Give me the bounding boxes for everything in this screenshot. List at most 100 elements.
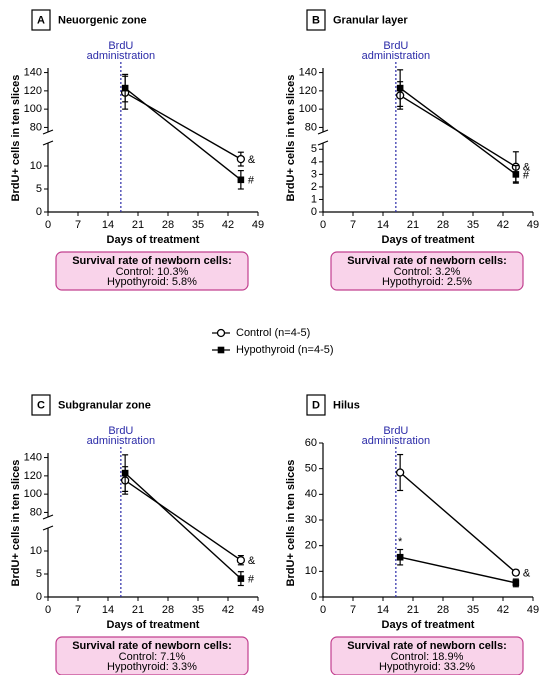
y-tick-label: 1 <box>311 193 317 205</box>
survival-line: Control: 10.3% <box>116 266 189 278</box>
y-tick-label: 0 <box>311 591 317 603</box>
x-tick-label: 0 <box>320 219 326 231</box>
x-tick-label: 42 <box>497 604 509 616</box>
series-line <box>124 87 242 181</box>
series-line <box>399 87 517 175</box>
x-tick-label: 21 <box>132 604 144 616</box>
x-tick-label: 35 <box>192 219 204 231</box>
panel-letter-box <box>31 394 51 416</box>
x-tick-label: 49 <box>252 219 264 231</box>
x-tick-label: 21 <box>132 219 144 231</box>
survival-line: Control: 18.9% <box>391 651 464 663</box>
panel-letter: C <box>37 399 45 411</box>
legend-label: Control (n=4-5) <box>236 327 310 339</box>
x-axis-label: Days of treatment <box>382 619 475 631</box>
survival-box <box>55 251 249 291</box>
y-tick-label: 10 <box>305 565 317 577</box>
significance-label: # <box>523 169 530 181</box>
y-tick-label: 50 <box>305 463 317 475</box>
y-axis-label: BrdU+ cells in ten slices <box>285 75 297 202</box>
y-tick-label: 140 <box>24 451 42 463</box>
annotation: administration <box>362 50 430 62</box>
x-tick-label: 28 <box>437 604 449 616</box>
x-tick-label: 42 <box>222 219 234 231</box>
x-tick-label: 21 <box>407 219 419 231</box>
y-tick-label: 140 <box>299 66 317 78</box>
point <box>512 579 520 587</box>
survival-line: Control: 3.2% <box>394 266 461 278</box>
x-tick-label: 7 <box>350 604 356 616</box>
y-tick-label: 120 <box>299 85 317 97</box>
annotation: administration <box>362 435 430 447</box>
y-tick-label: 120 <box>24 85 42 97</box>
panel-letter-box <box>306 9 326 31</box>
y-tick-label: 30 <box>305 514 317 526</box>
annotation: administration <box>87 50 155 62</box>
significance-label: & <box>523 568 531 580</box>
axis-break <box>317 140 329 146</box>
annotation: administration <box>87 435 155 447</box>
y-tick-label: 3 <box>311 168 317 180</box>
y-tick-label: 20 <box>305 540 317 552</box>
point <box>121 469 129 477</box>
point <box>396 553 404 561</box>
series-line <box>124 472 242 580</box>
y-axis-label: BrdU+ cells in ten slices <box>285 460 297 587</box>
significance-label: & <box>523 162 531 174</box>
y-tick-label: 5 <box>311 143 317 155</box>
significance-label: * <box>398 536 403 548</box>
x-tick-label: 49 <box>252 604 264 616</box>
chart-title: Subgranular zone <box>58 399 151 411</box>
x-tick-label: 42 <box>222 604 234 616</box>
x-tick-label: 42 <box>497 219 509 231</box>
y-tick-label: 100 <box>24 103 42 115</box>
point <box>237 176 245 184</box>
x-tick-label: 14 <box>377 604 389 616</box>
y-tick-label: 80 <box>305 121 317 133</box>
axis-break <box>42 514 54 520</box>
survival-box <box>55 636 249 675</box>
y-tick-label: 5 <box>36 183 42 195</box>
chart-title: Hilus <box>333 399 360 411</box>
x-tick-label: 0 <box>45 604 51 616</box>
x-tick-label: 35 <box>192 604 204 616</box>
point <box>395 468 405 477</box>
x-tick-label: 7 <box>75 604 81 616</box>
x-tick-label: 0 <box>45 219 51 231</box>
y-tick-label: 100 <box>299 103 317 115</box>
point <box>237 575 245 582</box>
x-tick-label: 7 <box>350 219 356 231</box>
survival-title: Survival rate of newborn cells: <box>347 255 507 267</box>
y-tick-label: 140 <box>24 66 42 78</box>
x-tick-label: 28 <box>437 219 449 231</box>
series-line <box>124 479 242 561</box>
y-tick-label: 4 <box>311 156 317 168</box>
y-tick-label: 80 <box>30 121 42 133</box>
x-tick-label: 35 <box>467 219 479 231</box>
axis-break <box>42 129 54 135</box>
panel-letter-box <box>306 394 326 416</box>
y-tick-label: 2 <box>311 181 317 193</box>
chart-title: Neuorgenic zone <box>58 14 147 26</box>
y-tick-label: 60 <box>305 437 317 449</box>
x-tick-label: 0 <box>320 604 326 616</box>
panel-letter: D <box>312 399 320 411</box>
panel-letter: B <box>312 14 320 26</box>
legend-label: Hypothyroid (n=4-5) <box>236 344 334 356</box>
survival-line: Hypothyroid: 3.3% <box>107 661 197 673</box>
y-tick-label: 0 <box>36 206 42 218</box>
x-tick-label: 28 <box>162 219 174 231</box>
series-line <box>399 556 517 584</box>
survival-title: Survival rate of newborn cells: <box>72 640 232 652</box>
axis-break <box>317 129 329 135</box>
survival-title: Survival rate of newborn cells: <box>347 640 507 652</box>
x-axis-label: Days of treatment <box>107 234 200 246</box>
y-tick-label: 10 <box>30 545 42 557</box>
survival-box <box>330 636 524 675</box>
significance-label: # <box>248 574 255 586</box>
survival-line: Hypothyroid: 2.5% <box>382 276 472 288</box>
x-tick-label: 28 <box>162 604 174 616</box>
series-line <box>399 471 517 574</box>
survival-line: Hypothyroid: 5.8% <box>107 276 197 288</box>
significance-label: & <box>248 154 256 166</box>
